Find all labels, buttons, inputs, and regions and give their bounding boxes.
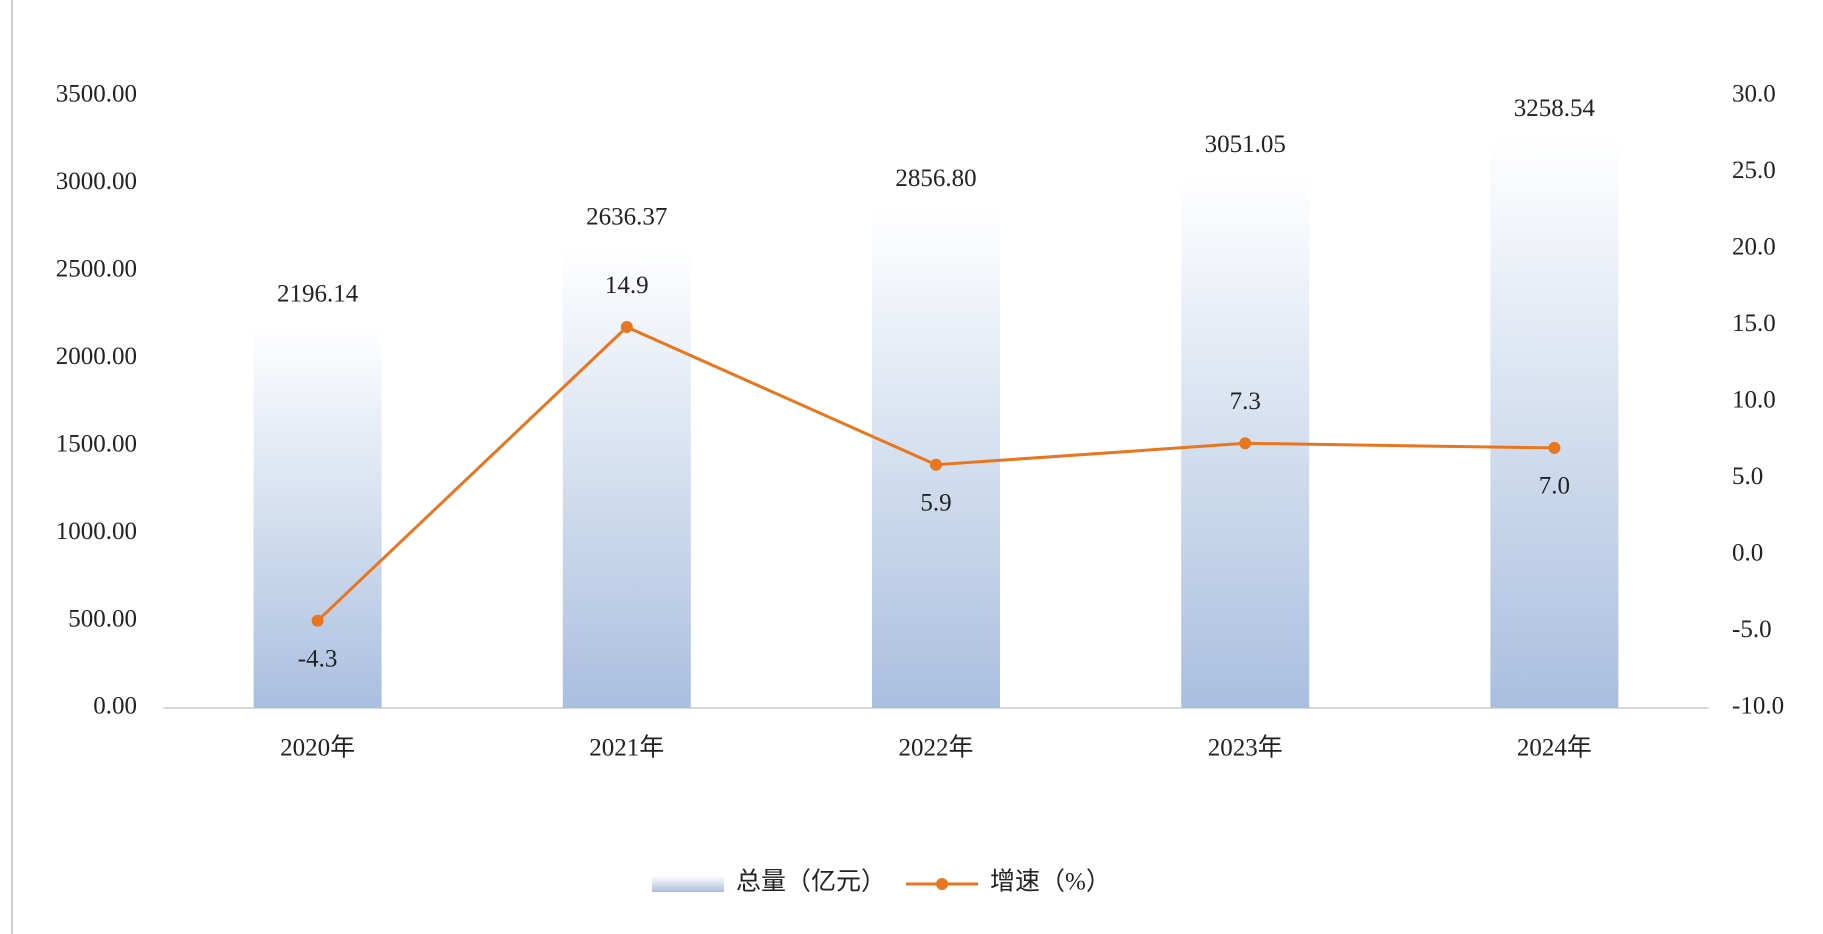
y2-tick-label: 25.0 bbox=[1732, 157, 1776, 184]
y2-tick-label: 30.0 bbox=[1732, 81, 1776, 108]
y-tick-label: 2000.00 bbox=[56, 343, 137, 370]
legend-label: 总量（亿元） bbox=[736, 868, 886, 896]
y-tick-label: 2500.00 bbox=[56, 256, 137, 283]
y-tick-label: 3500.00 bbox=[56, 81, 137, 108]
line-value-label: 5.9 bbox=[920, 489, 951, 516]
x-tick-label: 2024年 bbox=[1517, 734, 1592, 762]
y-tick-label: 1500.00 bbox=[56, 430, 137, 457]
line-marker bbox=[930, 458, 942, 471]
y-tick-label: 1000.00 bbox=[56, 518, 137, 545]
y2-tick-label: 5.0 bbox=[1732, 463, 1763, 490]
line-marker bbox=[1239, 437, 1252, 450]
y2-tick-label: -10.0 bbox=[1732, 693, 1784, 720]
legend-label: 增速（%） bbox=[990, 868, 1111, 896]
y2-tick-label: 0.0 bbox=[1732, 540, 1763, 567]
y2-tick-label: 20.0 bbox=[1732, 234, 1776, 261]
bar bbox=[1490, 138, 1619, 708]
bar-value-label: 2856.80 bbox=[895, 165, 976, 192]
x-tick-label: 2022年 bbox=[898, 734, 973, 762]
line-value-label: -4.3 bbox=[298, 646, 338, 673]
y2-tick-label: -5.0 bbox=[1732, 616, 1772, 643]
bar bbox=[253, 323, 382, 708]
y2-tick-label: 15.0 bbox=[1732, 310, 1776, 337]
bar-value-label: 2636.37 bbox=[586, 204, 667, 231]
bar-value-label: 3258.54 bbox=[1514, 95, 1596, 122]
x-tick-label: 2023年 bbox=[1208, 734, 1283, 762]
y-tick-label: 3000.00 bbox=[56, 168, 137, 195]
line-value-label: 7.0 bbox=[1539, 473, 1570, 500]
x-tick-label: 2021年 bbox=[589, 734, 664, 762]
line-value-label: 7.3 bbox=[1230, 388, 1261, 415]
line-value-label: 14.9 bbox=[605, 272, 649, 299]
bar bbox=[872, 208, 1000, 708]
line-marker bbox=[1548, 441, 1561, 454]
x-tick-label: 2020年 bbox=[280, 734, 355, 762]
y2-tick-label: 10.0 bbox=[1732, 387, 1776, 414]
bar bbox=[562, 247, 691, 708]
y-tick-label: 500.00 bbox=[68, 605, 137, 632]
line-marker bbox=[311, 614, 324, 627]
bar-value-label: 3051.05 bbox=[1205, 131, 1286, 158]
line-marker bbox=[620, 321, 633, 334]
bar-value-label: 2196.14 bbox=[277, 281, 359, 308]
y-tick-label: 0.00 bbox=[93, 693, 137, 720]
legend-swatch bbox=[652, 876, 724, 892]
legend-marker bbox=[936, 878, 949, 890]
